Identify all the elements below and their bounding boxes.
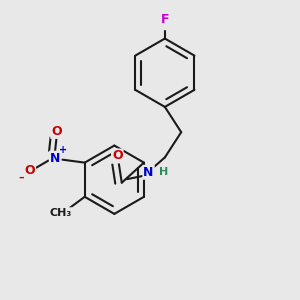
- Text: N: N: [50, 152, 60, 165]
- Text: –: –: [19, 172, 24, 182]
- Text: O: O: [112, 149, 123, 162]
- Text: H: H: [159, 167, 168, 177]
- Text: +: +: [59, 145, 68, 155]
- Text: O: O: [24, 164, 35, 177]
- Text: N: N: [143, 166, 154, 179]
- Text: O: O: [51, 125, 62, 138]
- Text: F: F: [160, 13, 169, 26]
- Text: CH₃: CH₃: [50, 208, 72, 218]
